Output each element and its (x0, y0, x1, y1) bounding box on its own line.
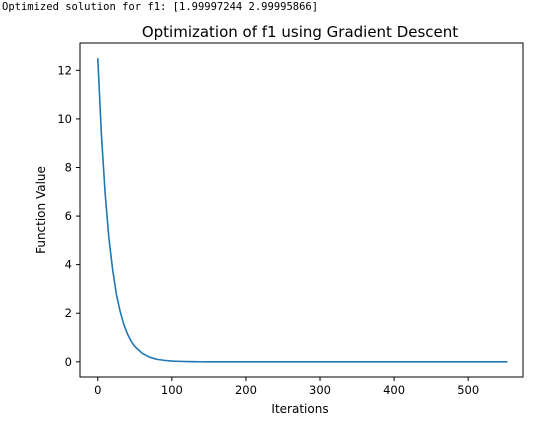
chart-title: Optimization of f1 using Gradient Descen… (142, 23, 458, 41)
x-tick-label: 100 (161, 383, 183, 397)
x-axis: 0 100 200 300 400 500 (94, 377, 479, 397)
x-tick-label: 400 (383, 383, 405, 397)
plot-area (96, 58, 508, 363)
plot-frame (79, 42, 524, 378)
x-tick-label: 500 (457, 383, 479, 397)
y-axis: 0 2 4 6 8 10 12 (57, 63, 80, 369)
x-axis-label: Iterations (271, 402, 328, 416)
y-tick-label: 8 (65, 160, 72, 174)
y-tick-label: 10 (57, 112, 72, 126)
x-tick-label: 0 (94, 383, 101, 397)
y-tick-label: 2 (65, 306, 72, 320)
console-output-line: Optimized solution for f1: [1.99997244 2… (2, 1, 319, 13)
y-tick-label: 4 (65, 258, 72, 272)
series-line-0 (96, 58, 508, 363)
x-tick-label: 200 (235, 383, 257, 397)
x-tick-label: 300 (309, 383, 331, 397)
y-tick-label: 12 (57, 63, 72, 77)
y-tick-label: 6 (65, 209, 72, 223)
y-axis-label: Function Value (34, 166, 48, 254)
y-tick-label: 0 (65, 355, 72, 369)
